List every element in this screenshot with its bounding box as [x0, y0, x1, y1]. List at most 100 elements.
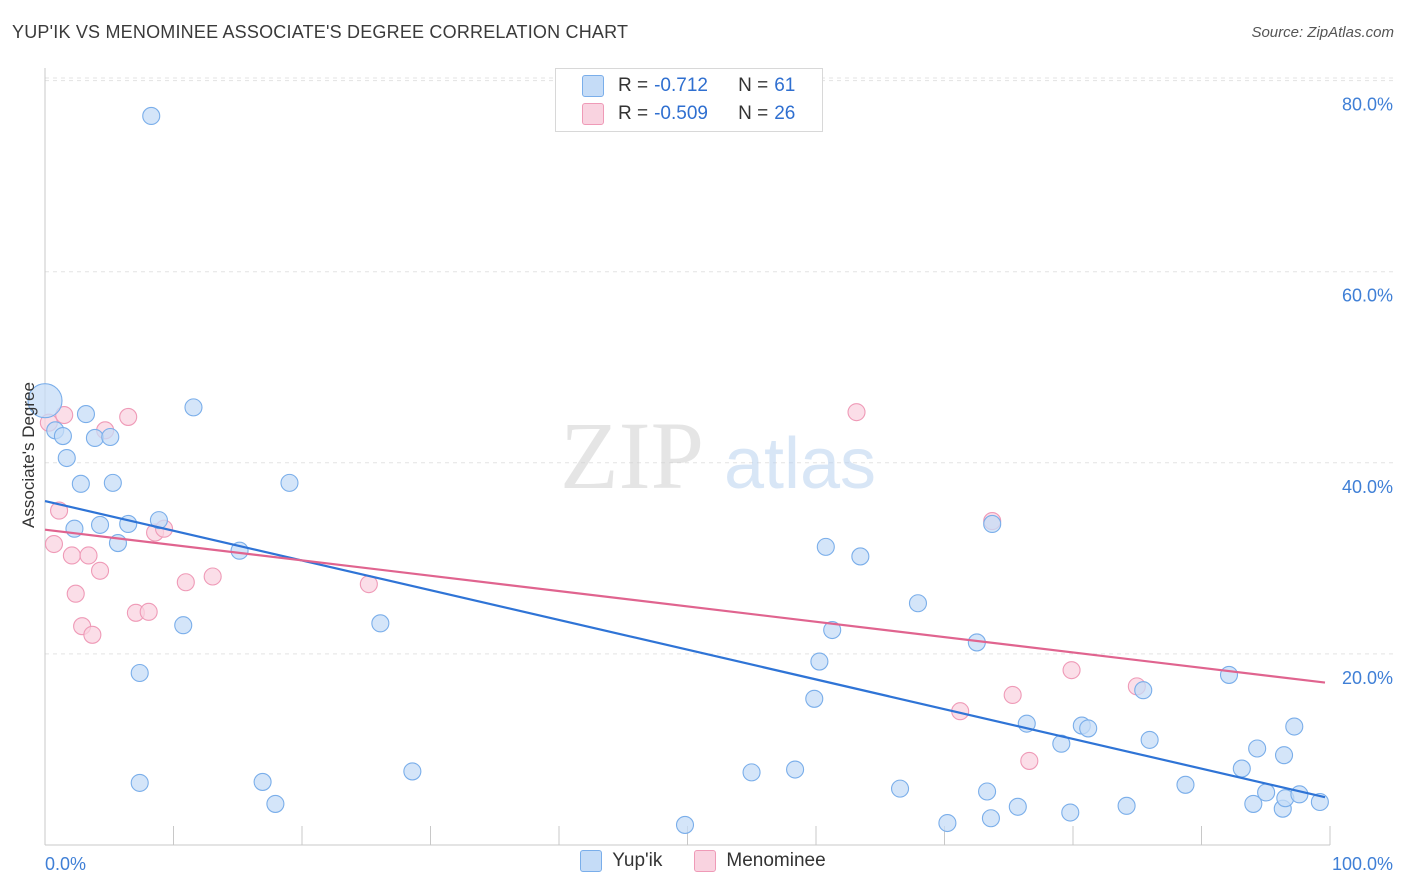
yupik-point	[253, 772, 272, 791]
yupik-point	[101, 427, 120, 447]
tick-label-layer: 20.0% 40.0% 60.0% 80.0% 0.0% 100.0%	[45, 95, 1393, 874]
menominee-point	[83, 625, 102, 644]
yupik-point	[280, 473, 299, 492]
yupik-point	[1219, 665, 1239, 684]
yupik-point	[786, 760, 805, 779]
yupik-point	[403, 762, 422, 781]
yupik-point	[1061, 803, 1080, 822]
legend-n-value: 26	[774, 103, 796, 124]
yupik-point	[1274, 746, 1294, 765]
yupik-point	[130, 773, 149, 792]
yupik-point	[130, 663, 149, 683]
yupik-point	[810, 652, 829, 671]
yupik-point	[908, 594, 928, 613]
legend-r-label: R =	[618, 75, 649, 96]
yupik-point	[978, 782, 997, 801]
yupik-point	[85, 428, 104, 448]
bottom-legend-yupik[interactable]: Yup'ik	[580, 850, 662, 872]
yupik-point	[851, 547, 870, 566]
watermark-atlas: atlas	[724, 424, 876, 504]
legend-r-label: R =	[618, 103, 649, 124]
yupik-point	[103, 473, 122, 492]
legend-row-menominee: R = -0.509 N = 26	[582, 101, 795, 127]
menominee-point	[139, 602, 158, 621]
y-tick-label: 60.0%	[1342, 286, 1393, 306]
yupik-point	[1176, 775, 1195, 794]
bottom-legend-swatch-menominee	[694, 850, 717, 872]
yupik-point	[174, 616, 193, 635]
yupik-point	[1285, 717, 1304, 736]
yupik-point	[1244, 794, 1263, 813]
yupik-point	[57, 448, 76, 468]
yupik-point	[142, 106, 161, 126]
y-tick-label: 80.0%	[1342, 95, 1393, 115]
yupik-point	[76, 405, 96, 424]
legend-n-value: 61	[774, 75, 796, 96]
legend-r-value: -0.509	[654, 103, 708, 124]
yupik-point	[675, 815, 695, 834]
menominee-point	[44, 534, 64, 554]
yupik-trend-line	[44, 499, 1326, 799]
yupik-point	[1248, 739, 1267, 758]
yupik-point	[27, 383, 63, 419]
yupik-point	[983, 514, 1002, 534]
menominee-point	[1003, 685, 1022, 705]
menominee-point	[55, 405, 74, 425]
yupik-point	[1140, 730, 1159, 749]
legend-swatch-menominee	[582, 103, 604, 125]
yupik-point	[816, 537, 835, 556]
yupik-point	[981, 809, 1000, 828]
menominee-point	[119, 407, 138, 426]
y-tick-label: 40.0%	[1342, 477, 1393, 497]
yupik-point	[184, 398, 203, 417]
axes-layer	[44, 68, 1331, 846]
legend-n-label: N =	[738, 75, 769, 96]
points-layer	[27, 106, 1329, 834]
bottom-legend-swatch-yupik	[580, 850, 603, 872]
correlation-legend: R = -0.712 N = 61 R = -0.509 N = 26	[555, 68, 823, 132]
yupik-point	[1290, 785, 1309, 804]
menominee-point	[847, 403, 866, 422]
yupik-point	[1134, 681, 1153, 700]
bottom-legend-label-menominee: Menominee	[726, 850, 826, 871]
bottom-legend-menominee[interactable]: Menominee	[694, 850, 826, 872]
bottom-legend-label-yupik: Yup'ik	[612, 850, 663, 871]
yupik-point	[1257, 783, 1276, 802]
y-tick-label: 20.0%	[1342, 668, 1393, 688]
yupik-point	[1079, 719, 1098, 738]
yupik-point	[1008, 797, 1027, 816]
legend-n-label: N =	[738, 103, 769, 124]
x-tick-label: 100.0%	[1332, 854, 1393, 874]
menominee-point	[66, 584, 85, 603]
legend-swatch-yupik	[582, 75, 604, 97]
menominee-point	[62, 546, 81, 565]
yupik-point	[149, 511, 168, 530]
menominee-point	[1062, 661, 1081, 680]
trend-layer	[44, 499, 1326, 799]
legend-r-value: -0.712	[654, 75, 708, 96]
menominee-point	[90, 561, 110, 580]
yupik-point	[371, 614, 390, 633]
yupik-point	[1117, 796, 1136, 815]
yupik-point	[823, 620, 842, 640]
menominee-point	[203, 567, 222, 586]
legend-row-yupik: R = -0.712 N = 61	[582, 73, 795, 99]
yupik-point	[938, 813, 957, 833]
yupik-point	[266, 794, 285, 813]
watermark-zip: ZIP	[560, 402, 704, 509]
yupik-point	[742, 763, 761, 782]
bottom-legend: Yup'ik Menominee	[0, 850, 1406, 872]
source-label: Source: ZipAtlas.com	[1251, 24, 1394, 41]
watermark: ZIP atlas	[560, 402, 876, 509]
menominee-point	[79, 546, 98, 565]
yupik-point	[890, 779, 910, 798]
menominee-point	[176, 573, 195, 592]
yupik-point	[53, 426, 72, 446]
chart-title: YUP'IK VS MENOMINEE ASSOCIATE'S DEGREE C…	[12, 22, 629, 42]
yupik-point	[805, 689, 824, 708]
yupik-point	[1232, 759, 1251, 778]
x-tick-label: 0.0%	[45, 854, 86, 874]
yupik-point	[71, 474, 90, 493]
yupik-point	[90, 515, 110, 534]
